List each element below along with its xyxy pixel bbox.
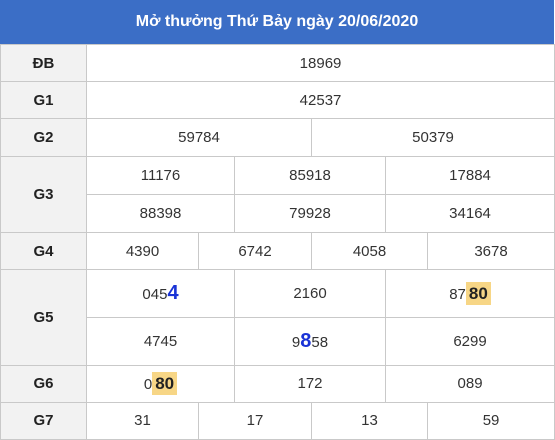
prize-g6-number: 089 (384, 364, 555, 403)
prize-g5-number: 6299 (384, 316, 555, 366)
prize-g3-number: 17884 (384, 155, 555, 195)
prize-g1-number: 42537 (85, 81, 555, 120)
row-g4: G4 4390 6742 4058 3678 (0, 232, 555, 271)
results-title: Mở thưởng Thứ Bảy ngày 20/06/2020 (0, 0, 554, 44)
prize-g4-number: 6742 (198, 232, 312, 271)
number-prefix: 87 (449, 285, 466, 303)
prize-g4-number: 4390 (86, 232, 199, 271)
label-g6: G6 (0, 364, 87, 403)
prize-g4-number: 3678 (426, 232, 555, 271)
row-g1: G1 42537 (0, 81, 555, 120)
row-g7: G7 31 17 13 59 (0, 401, 555, 440)
row-g3: G3 11176 85918 17884 (0, 155, 555, 234)
row-g5: 4745 9858 6299 (1, 316, 555, 366)
label-g5: G5 (0, 269, 87, 366)
emphasized-digit: 8 (300, 329, 312, 352)
prize-g7-number: 17 (198, 401, 312, 440)
highlighted-pair: 80 (465, 281, 491, 305)
prize-g5-number: 2160 (234, 269, 386, 318)
label-g4: G4 (0, 232, 87, 271)
prize-g3-number: 88398 (86, 193, 235, 234)
highlighted-pair: 80 (152, 371, 178, 395)
prize-g4-number: 4058 (311, 232, 428, 271)
number-prefix: 0 (143, 375, 153, 393)
row-g3: 88398 79928 34164 (1, 193, 555, 234)
number-prefix: 045 (142, 286, 168, 304)
label-g1: G1 (0, 81, 87, 120)
prize-g5-number: 0454 (86, 269, 235, 318)
row-g5: G5 0454 2160 87 80 (0, 269, 555, 366)
prize-g3-number: 85918 (234, 155, 386, 195)
label-db: ĐB (0, 43, 87, 83)
label-g2: G2 (0, 118, 87, 157)
number-suffix: 58 (311, 333, 329, 351)
prize-g7-number: 13 (311, 401, 428, 440)
prize-g2-number: 50379 (310, 118, 555, 157)
prize-g3-number: 34164 (384, 193, 555, 234)
prize-db-number: 18969 (85, 43, 555, 83)
label-g3: G3 (0, 155, 87, 234)
prize-g2-number: 59784 (86, 118, 312, 157)
prize-g6-number: 0 80 (86, 364, 235, 403)
prize-g3-number: 79928 (234, 193, 386, 234)
results-table: ĐB 18969 G1 42537 G2 59784 50379 G3 1117… (0, 43, 555, 440)
row-g6: G6 0 80 172 089 (0, 364, 555, 403)
prize-g7-number: 31 (86, 401, 199, 440)
prize-g5-number: 87 80 (384, 269, 555, 318)
prize-g5-number: 9858 (234, 316, 386, 366)
row-g2: G2 59784 50379 (0, 118, 555, 157)
emphasized-digit: 4 (167, 282, 179, 305)
prize-g5-number: 4745 (86, 316, 235, 366)
number-prefix: 9 (291, 333, 301, 351)
prize-g3-number: 11176 (86, 155, 235, 195)
prize-g7-number: 59 (426, 401, 555, 440)
label-g7: G7 (0, 401, 87, 440)
row-db: ĐB 18969 (0, 43, 555, 83)
prize-g6-number: 172 (234, 364, 386, 403)
